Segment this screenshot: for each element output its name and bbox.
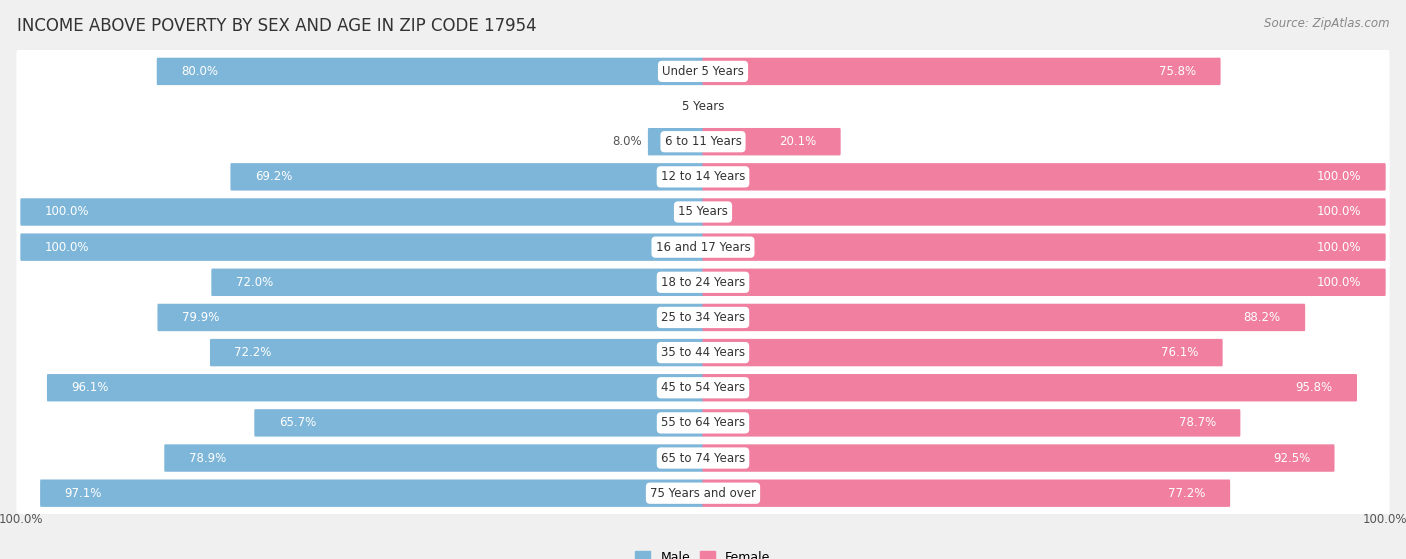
FancyBboxPatch shape <box>648 128 703 155</box>
Text: 88.2%: 88.2% <box>1244 311 1281 324</box>
Text: 72.0%: 72.0% <box>236 276 273 289</box>
Text: 5 Years: 5 Years <box>682 100 724 113</box>
FancyBboxPatch shape <box>17 120 1389 163</box>
Text: 96.1%: 96.1% <box>72 381 108 394</box>
Text: 80.0%: 80.0% <box>181 65 218 78</box>
FancyBboxPatch shape <box>703 163 1386 191</box>
FancyBboxPatch shape <box>20 234 703 261</box>
Text: 55 to 64 Years: 55 to 64 Years <box>661 416 745 429</box>
FancyBboxPatch shape <box>211 268 703 296</box>
FancyBboxPatch shape <box>703 128 841 155</box>
FancyBboxPatch shape <box>17 50 1389 93</box>
Text: 65.7%: 65.7% <box>278 416 316 429</box>
Text: 75 Years and over: 75 Years and over <box>650 487 756 500</box>
Text: 78.7%: 78.7% <box>1178 416 1216 429</box>
FancyBboxPatch shape <box>17 85 1389 128</box>
Text: Under 5 Years: Under 5 Years <box>662 65 744 78</box>
FancyBboxPatch shape <box>17 261 1389 304</box>
FancyBboxPatch shape <box>20 198 703 226</box>
Text: 16 and 17 Years: 16 and 17 Years <box>655 240 751 254</box>
FancyBboxPatch shape <box>209 339 703 366</box>
FancyBboxPatch shape <box>231 163 703 191</box>
Text: 8.0%: 8.0% <box>612 135 641 148</box>
Text: 72.2%: 72.2% <box>235 346 271 359</box>
FancyBboxPatch shape <box>17 366 1389 409</box>
FancyBboxPatch shape <box>703 268 1386 296</box>
FancyBboxPatch shape <box>703 58 1220 85</box>
Text: 65 to 74 Years: 65 to 74 Years <box>661 452 745 465</box>
FancyBboxPatch shape <box>703 409 1240 437</box>
Text: 76.1%: 76.1% <box>1161 346 1198 359</box>
FancyBboxPatch shape <box>17 226 1389 268</box>
Text: 97.1%: 97.1% <box>65 487 101 500</box>
Legend: Male, Female: Male, Female <box>636 551 770 559</box>
Text: 100.0%: 100.0% <box>1317 276 1361 289</box>
Text: 77.2%: 77.2% <box>1168 487 1206 500</box>
Text: 100.0%: 100.0% <box>45 206 89 219</box>
Text: 78.9%: 78.9% <box>188 452 226 465</box>
Text: 100.0%: 100.0% <box>1317 170 1361 183</box>
Text: 79.9%: 79.9% <box>181 311 219 324</box>
Text: 100.0%: 100.0% <box>1317 206 1361 219</box>
FancyBboxPatch shape <box>17 155 1389 198</box>
FancyBboxPatch shape <box>17 331 1389 374</box>
FancyBboxPatch shape <box>157 304 703 331</box>
Text: 100.0%: 100.0% <box>1362 513 1406 525</box>
FancyBboxPatch shape <box>703 480 1230 507</box>
FancyBboxPatch shape <box>17 191 1389 234</box>
Text: Source: ZipAtlas.com: Source: ZipAtlas.com <box>1264 17 1389 30</box>
FancyBboxPatch shape <box>41 480 703 507</box>
Text: 92.5%: 92.5% <box>1272 452 1310 465</box>
Text: 6 to 11 Years: 6 to 11 Years <box>665 135 741 148</box>
Text: 45 to 54 Years: 45 to 54 Years <box>661 381 745 394</box>
Text: 100.0%: 100.0% <box>1317 240 1361 254</box>
FancyBboxPatch shape <box>17 437 1389 480</box>
Text: 95.8%: 95.8% <box>1295 381 1333 394</box>
FancyBboxPatch shape <box>703 444 1334 472</box>
FancyBboxPatch shape <box>46 374 703 401</box>
FancyBboxPatch shape <box>17 472 1389 515</box>
Text: 25 to 34 Years: 25 to 34 Years <box>661 311 745 324</box>
Text: 100.0%: 100.0% <box>45 240 89 254</box>
Text: 18 to 24 Years: 18 to 24 Years <box>661 276 745 289</box>
Text: 12 to 14 Years: 12 to 14 Years <box>661 170 745 183</box>
FancyBboxPatch shape <box>17 401 1389 444</box>
FancyBboxPatch shape <box>703 304 1305 331</box>
Text: 100.0%: 100.0% <box>0 513 44 525</box>
FancyBboxPatch shape <box>703 339 1223 366</box>
FancyBboxPatch shape <box>17 296 1389 339</box>
Text: 20.1%: 20.1% <box>779 135 817 148</box>
FancyBboxPatch shape <box>703 374 1357 401</box>
FancyBboxPatch shape <box>703 234 1386 261</box>
Text: 75.8%: 75.8% <box>1159 65 1197 78</box>
FancyBboxPatch shape <box>165 444 703 472</box>
FancyBboxPatch shape <box>156 58 703 85</box>
Text: 69.2%: 69.2% <box>254 170 292 183</box>
Text: 15 Years: 15 Years <box>678 206 728 219</box>
FancyBboxPatch shape <box>703 198 1386 226</box>
Text: 35 to 44 Years: 35 to 44 Years <box>661 346 745 359</box>
FancyBboxPatch shape <box>254 409 703 437</box>
Text: INCOME ABOVE POVERTY BY SEX AND AGE IN ZIP CODE 17954: INCOME ABOVE POVERTY BY SEX AND AGE IN Z… <box>17 17 537 35</box>
